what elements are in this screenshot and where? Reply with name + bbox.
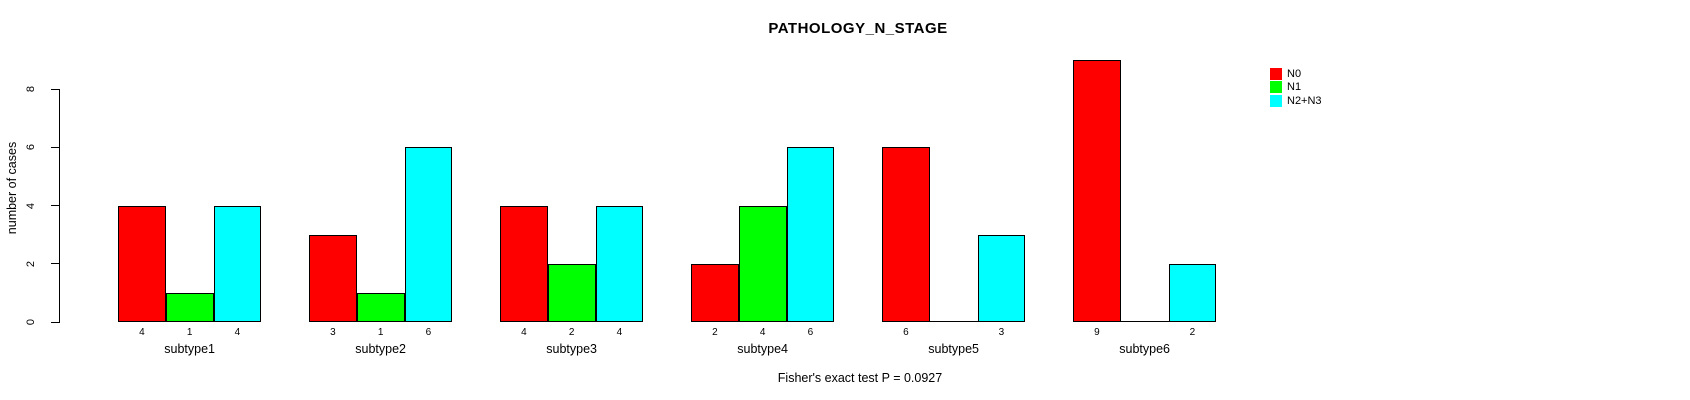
category-label-subtype2: subtype2 (355, 342, 406, 356)
y-tick-label-2: 2 (25, 260, 37, 267)
bar-value-label: 9 (1094, 327, 1100, 338)
legend-label-n1: N1 (1287, 81, 1302, 94)
bar-value-label: 6 (425, 327, 432, 338)
y-tick-label-4: 4 (25, 202, 37, 209)
bar-value-label: 2 (568, 327, 575, 338)
bar-subtype3-n0 (500, 205, 548, 322)
bar-value-label: 4 (139, 327, 145, 338)
bar-subtype3-n1 (547, 263, 596, 322)
y-tick-mark-6 (51, 146, 59, 148)
bar-value-label: 1 (377, 327, 384, 338)
chart-title: PATHOLOGY_N_STAGE (768, 20, 948, 37)
legend-swatch-n2n3 (1270, 94, 1282, 107)
category-label-subtype6: subtype6 (1119, 342, 1170, 356)
bar-subtype3-n2n3 (595, 205, 644, 322)
bar-value-label: 6 (903, 327, 909, 338)
bar-value-label: 2 (1189, 327, 1196, 338)
bar-subtype1-n1 (165, 292, 214, 322)
legend-item-n2n3: N2+N3 (1270, 94, 1322, 108)
bar-subtype4-n2n3 (786, 147, 835, 322)
bar-value-label: 4 (521, 327, 527, 338)
y-tick-label-6: 6 (25, 144, 37, 151)
y-tick-label-0: 0 (25, 318, 37, 326)
bar-zero-subtype6-n1 (1120, 321, 1169, 322)
bar-subtype5-n0 (882, 147, 930, 322)
bar-zero-subtype5-n1 (929, 321, 978, 322)
y-tick-mark-0 (51, 321, 59, 323)
bar-value-label: 1 (186, 327, 193, 338)
y-tick-label-8: 8 (25, 85, 37, 93)
y-axis-label: number of cases (5, 141, 19, 235)
bar-subtype1-n2n3 (213, 205, 262, 322)
legend-item-n0: N0 (1270, 67, 1322, 81)
bar-subtype1-n0 (118, 205, 166, 322)
legend-label-n0: N0 (1287, 67, 1302, 80)
bar-value-label: 6 (807, 327, 814, 338)
bar-subtype5-n2n3 (977, 234, 1026, 322)
y-tick-mark-2 (51, 263, 59, 265)
bar-subtype2-n0 (309, 234, 357, 322)
bar-value-label: 4 (759, 327, 766, 338)
y-axis-line (59, 89, 60, 323)
bar-subtype2-n1 (356, 292, 405, 322)
legend-swatch-n0 (1270, 67, 1282, 80)
bar-value-label: 3 (998, 327, 1005, 338)
category-label-subtype3: subtype3 (546, 342, 597, 356)
statistic-footer: Fisher's exact test P = 0.0927 (777, 371, 943, 385)
bar-value-label: 4 (234, 327, 241, 338)
legend-item-n1: N1 (1270, 81, 1322, 95)
bar-subtype6-n0 (1073, 59, 1121, 322)
legend: N0 N1 N2+N3 (1270, 67, 1322, 108)
y-tick-mark-4 (51, 205, 59, 206)
category-label-subtype5: subtype5 (928, 342, 979, 356)
bar-value-label: 4 (616, 327, 623, 338)
y-tick-mark-8 (51, 88, 59, 90)
bar-subtype2-n2n3 (404, 147, 453, 322)
bar-value-label: 2 (712, 327, 718, 338)
bar-subtype4-n1 (738, 205, 787, 322)
bar-value-label: 3 (330, 327, 336, 338)
legend-label-n2n3: N2+N3 (1287, 94, 1322, 107)
bar-subtype6-n2n3 (1168, 263, 1217, 322)
category-label-subtype1: subtype1 (164, 342, 215, 356)
category-label-subtype4: subtype4 (737, 342, 788, 356)
legend-swatch-n1 (1270, 81, 1282, 94)
bar-subtype4-n0 (691, 263, 739, 322)
